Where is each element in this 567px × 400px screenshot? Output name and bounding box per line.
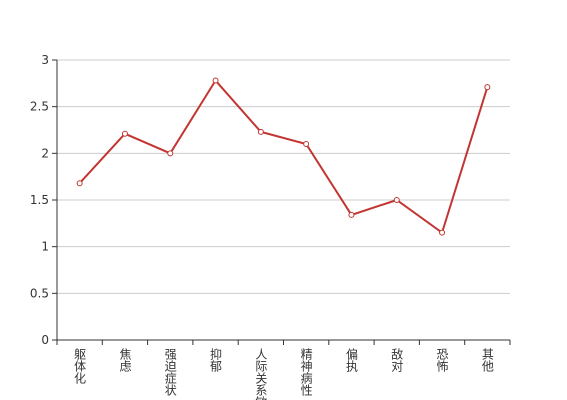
point [212,77,219,84]
x-tick-label: 偏执 [344,347,358,373]
x-tick-label: 抑郁 [209,347,223,373]
y-tick-label: 3 [41,53,49,67]
x-tick-label: 焦虑 [118,348,132,372]
x-tick-label: 人际关系敏感 [254,348,268,400]
point [76,180,83,187]
point [393,197,400,203]
y-tick-label: 2.5 [30,100,49,114]
point [121,130,128,137]
point [167,150,174,157]
x-tick-label: 精神病性 [299,348,313,397]
point [257,128,264,135]
line [78,78,489,235]
point [484,84,491,91]
x-tick-label: 其他 [480,348,494,372]
point [439,229,446,236]
point [348,211,355,218]
x-tick-label: 躯体化 [73,347,87,385]
y-tick-label: 2 [41,146,49,160]
point [303,141,310,147]
y-tick-label: 0 [41,333,49,347]
x-tick-label: 强迫症状 [163,348,177,396]
y-tick-label: 0.5 [30,286,49,300]
y-tick-label: 1 [41,240,49,254]
x-tick-label: 敌对 [390,347,404,372]
y-tick-label: 1.5 [30,193,49,207]
x-tick-label: 恐怖 [435,348,449,372]
